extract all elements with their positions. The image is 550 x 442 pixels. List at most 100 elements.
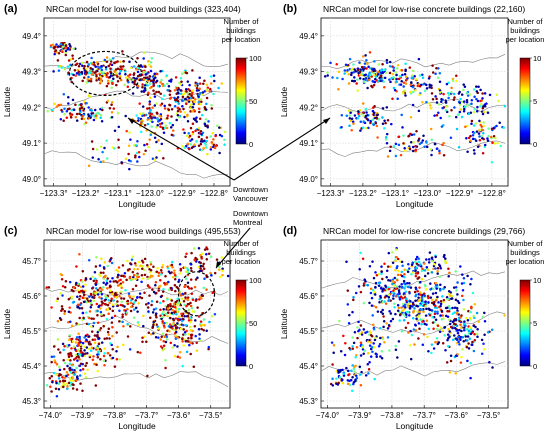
data-point <box>54 387 58 390</box>
data-point <box>359 341 363 345</box>
data-point <box>424 304 427 308</box>
data-point <box>355 346 359 349</box>
data-point <box>83 64 86 68</box>
data-point <box>351 364 354 367</box>
data-point <box>82 316 85 320</box>
data-point <box>94 283 98 287</box>
data-point <box>47 286 51 289</box>
data-point <box>63 367 66 371</box>
data-point <box>205 102 208 106</box>
data-point <box>162 94 166 97</box>
data-point <box>423 269 427 272</box>
data-point <box>75 62 79 65</box>
data-point <box>402 313 405 316</box>
data-point <box>80 117 84 121</box>
data-point <box>109 67 112 70</box>
data-point <box>213 79 216 83</box>
data-point <box>462 322 466 326</box>
data-point <box>379 355 382 358</box>
data-point <box>177 102 180 105</box>
data-point <box>129 309 133 313</box>
data-point <box>381 116 384 119</box>
data-point <box>69 381 73 385</box>
data-point <box>401 309 404 313</box>
data-point <box>80 280 84 283</box>
data-point <box>198 295 202 299</box>
data-point <box>383 76 387 80</box>
data-point <box>476 105 479 109</box>
data-point <box>387 295 391 299</box>
data-point <box>141 83 144 86</box>
data-point <box>393 306 396 309</box>
data-point <box>363 278 366 281</box>
data-point <box>200 113 204 117</box>
data-point <box>347 82 351 85</box>
data-point <box>66 108 70 111</box>
data-point <box>154 126 158 129</box>
y-tick-label: 49.1° <box>22 139 41 148</box>
data-point <box>132 73 136 77</box>
data-point <box>221 269 224 273</box>
data-point <box>465 101 469 104</box>
y-tick-label: 49.1° <box>299 139 318 148</box>
data-point <box>356 89 360 92</box>
data-point <box>420 141 423 144</box>
data-point <box>116 67 120 70</box>
data-point <box>468 316 472 320</box>
data-point <box>72 345 76 348</box>
data-point <box>365 111 368 114</box>
data-point <box>454 319 458 322</box>
data-point <box>453 306 457 309</box>
data-point <box>394 142 398 146</box>
data-point <box>159 81 162 84</box>
data-point <box>369 347 373 351</box>
data-point <box>159 345 163 348</box>
y-axis-label: Latitude <box>2 309 12 340</box>
data-point <box>78 337 82 341</box>
data-point <box>177 278 181 282</box>
data-point <box>209 87 212 91</box>
data-point <box>132 65 136 68</box>
data-point <box>473 339 477 342</box>
data-point <box>105 281 109 285</box>
data-point <box>409 83 413 87</box>
data-point <box>197 101 200 104</box>
data-point <box>369 291 373 295</box>
data-point <box>121 315 124 319</box>
data-point <box>56 338 60 341</box>
data-point <box>141 85 144 89</box>
data-point <box>401 73 404 77</box>
data-point <box>386 327 390 330</box>
data-point <box>100 292 104 296</box>
data-point <box>407 134 410 138</box>
data-point <box>481 112 485 116</box>
data-point <box>136 139 139 143</box>
data-point <box>154 281 158 284</box>
data-point <box>139 122 143 126</box>
data-point <box>191 342 194 345</box>
data-point <box>459 97 462 101</box>
data-point <box>142 70 146 74</box>
data-point <box>116 273 120 277</box>
data-point <box>483 311 486 315</box>
data-point <box>400 113 403 117</box>
data-point <box>352 367 356 371</box>
data-point <box>387 287 391 291</box>
data-point <box>392 289 395 293</box>
data-point <box>453 311 456 314</box>
panel-letter: (c) <box>4 225 18 237</box>
data-point <box>142 152 146 156</box>
data-point <box>362 301 366 305</box>
data-point <box>139 264 143 267</box>
data-point <box>77 73 81 76</box>
data-point <box>121 343 125 347</box>
data-point <box>361 55 365 58</box>
data-point <box>57 348 60 351</box>
data-point <box>63 67 66 71</box>
data-point <box>430 256 434 260</box>
data-point <box>444 99 447 102</box>
data-point <box>124 157 128 161</box>
data-point <box>59 292 62 295</box>
data-point <box>478 135 481 138</box>
data-point <box>411 317 415 320</box>
